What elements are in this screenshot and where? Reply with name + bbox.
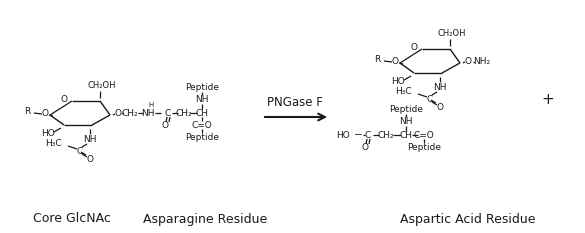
Text: O: O	[115, 109, 122, 117]
Text: NH: NH	[195, 95, 209, 103]
Text: CH₂: CH₂	[176, 109, 192, 117]
Text: R: R	[24, 107, 30, 116]
Text: NH: NH	[433, 82, 447, 92]
Text: HO: HO	[41, 130, 55, 138]
Text: C: C	[427, 95, 433, 103]
Text: H₃C: H₃C	[46, 138, 62, 147]
Text: Peptide: Peptide	[185, 134, 219, 143]
Text: O: O	[391, 58, 398, 66]
Text: O: O	[161, 121, 168, 130]
Text: O: O	[411, 44, 418, 52]
Text: PNGase F: PNGase F	[267, 96, 323, 110]
Text: HO: HO	[336, 130, 350, 140]
Text: CH₂OH: CH₂OH	[88, 80, 116, 89]
Text: CH₂: CH₂	[122, 109, 138, 117]
Text: HO: HO	[391, 78, 405, 86]
Text: Core GlcNAc: Core GlcNAc	[33, 212, 111, 226]
Text: C: C	[165, 109, 171, 117]
Text: Asparagine Residue: Asparagine Residue	[143, 212, 267, 226]
Text: O: O	[436, 103, 443, 113]
Text: C: C	[77, 147, 83, 155]
Text: C=O: C=O	[192, 121, 212, 130]
Text: H: H	[149, 102, 154, 108]
Text: NH₂: NH₂	[473, 56, 491, 65]
Text: O: O	[464, 56, 472, 65]
Text: Peptide: Peptide	[407, 144, 441, 153]
Text: H₃C: H₃C	[395, 86, 412, 96]
Text: O: O	[42, 110, 49, 119]
Text: NH: NH	[141, 109, 155, 117]
Text: R: R	[374, 55, 380, 65]
Text: O: O	[362, 144, 369, 153]
Text: CH: CH	[195, 109, 208, 117]
Text: NH: NH	[399, 116, 413, 126]
Text: +: +	[542, 93, 555, 107]
Text: Peptide: Peptide	[185, 82, 219, 92]
Text: O: O	[87, 155, 94, 164]
Text: Peptide: Peptide	[389, 104, 423, 113]
Text: C: C	[365, 130, 371, 140]
Text: −: −	[353, 130, 362, 140]
Text: CH₂OH: CH₂OH	[438, 28, 466, 38]
Text: Aspartic Acid Residue: Aspartic Acid Residue	[400, 212, 536, 226]
Text: NH: NH	[83, 134, 97, 144]
Text: CH₂: CH₂	[378, 130, 394, 140]
Text: C=O: C=O	[414, 130, 435, 140]
Text: CH: CH	[400, 130, 412, 140]
Text: O: O	[60, 96, 67, 104]
